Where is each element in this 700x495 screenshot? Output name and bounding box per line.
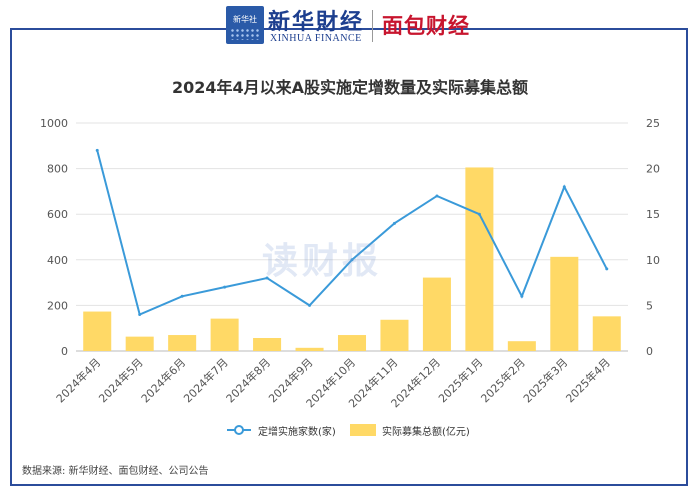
bar [125,336,154,351]
xinhua-logo: 新华社 [226,6,264,44]
x-tick-label: 2024年8月 [223,355,273,405]
line-point [95,148,99,152]
bar [83,311,112,351]
bar [550,256,579,351]
y-right-tick-label: 20 [646,163,660,176]
y-right-tick-label: 25 [646,117,660,130]
line-point [435,194,439,198]
x-tick-label: 2025年3月 [520,355,570,405]
y-left-tick-label: 600 [47,208,68,221]
globe-icon [230,28,260,40]
line-point [392,221,396,225]
legend-line-label: 定增实施家数(家) [258,426,336,438]
watermark: 读财报 [262,241,383,282]
line-point [265,276,269,280]
y-left-tick-label: 200 [47,299,68,312]
x-tick-label: 2025年4月 [563,355,613,405]
source-note: 数据来源: 新华财经、面包财经、公司公告 [22,466,209,477]
bar [380,319,409,351]
bar [592,316,621,351]
y-left-tick-label: 800 [47,163,68,176]
bar [168,335,197,351]
x-tick-label: 2024年4月 [53,355,103,405]
bar [337,335,367,351]
y-left-tick-label: 1000 [40,117,68,130]
bar [253,338,282,351]
xinhua-badge: 新华社 [233,15,257,24]
x-tick-label: 2024年6月 [138,355,188,405]
line-point [308,303,312,307]
x-tick-label: 2024年5月 [96,355,146,405]
legend-item-line: 定增实施家数(家) [226,422,336,438]
line-point [223,285,227,289]
chart-title: 2024年4月以来A股实施定增数量及实际募集总额 [171,78,529,97]
legend-line-icon [227,425,251,435]
mianbao-logo: 面包财经 [382,14,470,38]
y-left-tick-label: 400 [47,254,68,267]
x-tick-label: 2025年2月 [478,355,528,405]
line-point [520,294,524,298]
legend: 定增实施家数(家) 实际募集总额(亿元) [0,422,700,438]
bar [295,347,324,351]
legend-item-bar: 实际募集总额(亿元) [350,422,470,438]
line-point [180,294,184,298]
y-right-tick-label: 5 [646,299,653,312]
xinhua-finance-logo: 新华財经 [268,9,365,35]
line-point [138,313,142,317]
legend-bar-icon [350,424,376,436]
header: 新华社 新华財经 XINHUA FINANCE 面包财经 [0,0,700,50]
brand-divider [372,10,373,42]
line-point [562,185,566,189]
y-right-tick-label: 15 [646,208,660,221]
bar [210,318,239,351]
y-left-tick-label: 0 [61,345,68,358]
x-tick-label: 2025年1月 [435,355,485,405]
bar [465,167,494,351]
bar [422,277,451,351]
line-point [477,212,481,216]
legend-bar-label: 实际募集总额(亿元) [382,426,470,438]
x-tick-label: 2024年7月 [181,355,231,405]
line-point [605,267,609,271]
xinhua-finance-en: XINHUA FINANCE [270,33,362,44]
y-right-tick-label: 0 [646,345,653,358]
bar [507,341,536,351]
line-point [350,258,354,262]
chart-frame [10,28,688,486]
y-right-tick-label: 10 [646,254,660,267]
